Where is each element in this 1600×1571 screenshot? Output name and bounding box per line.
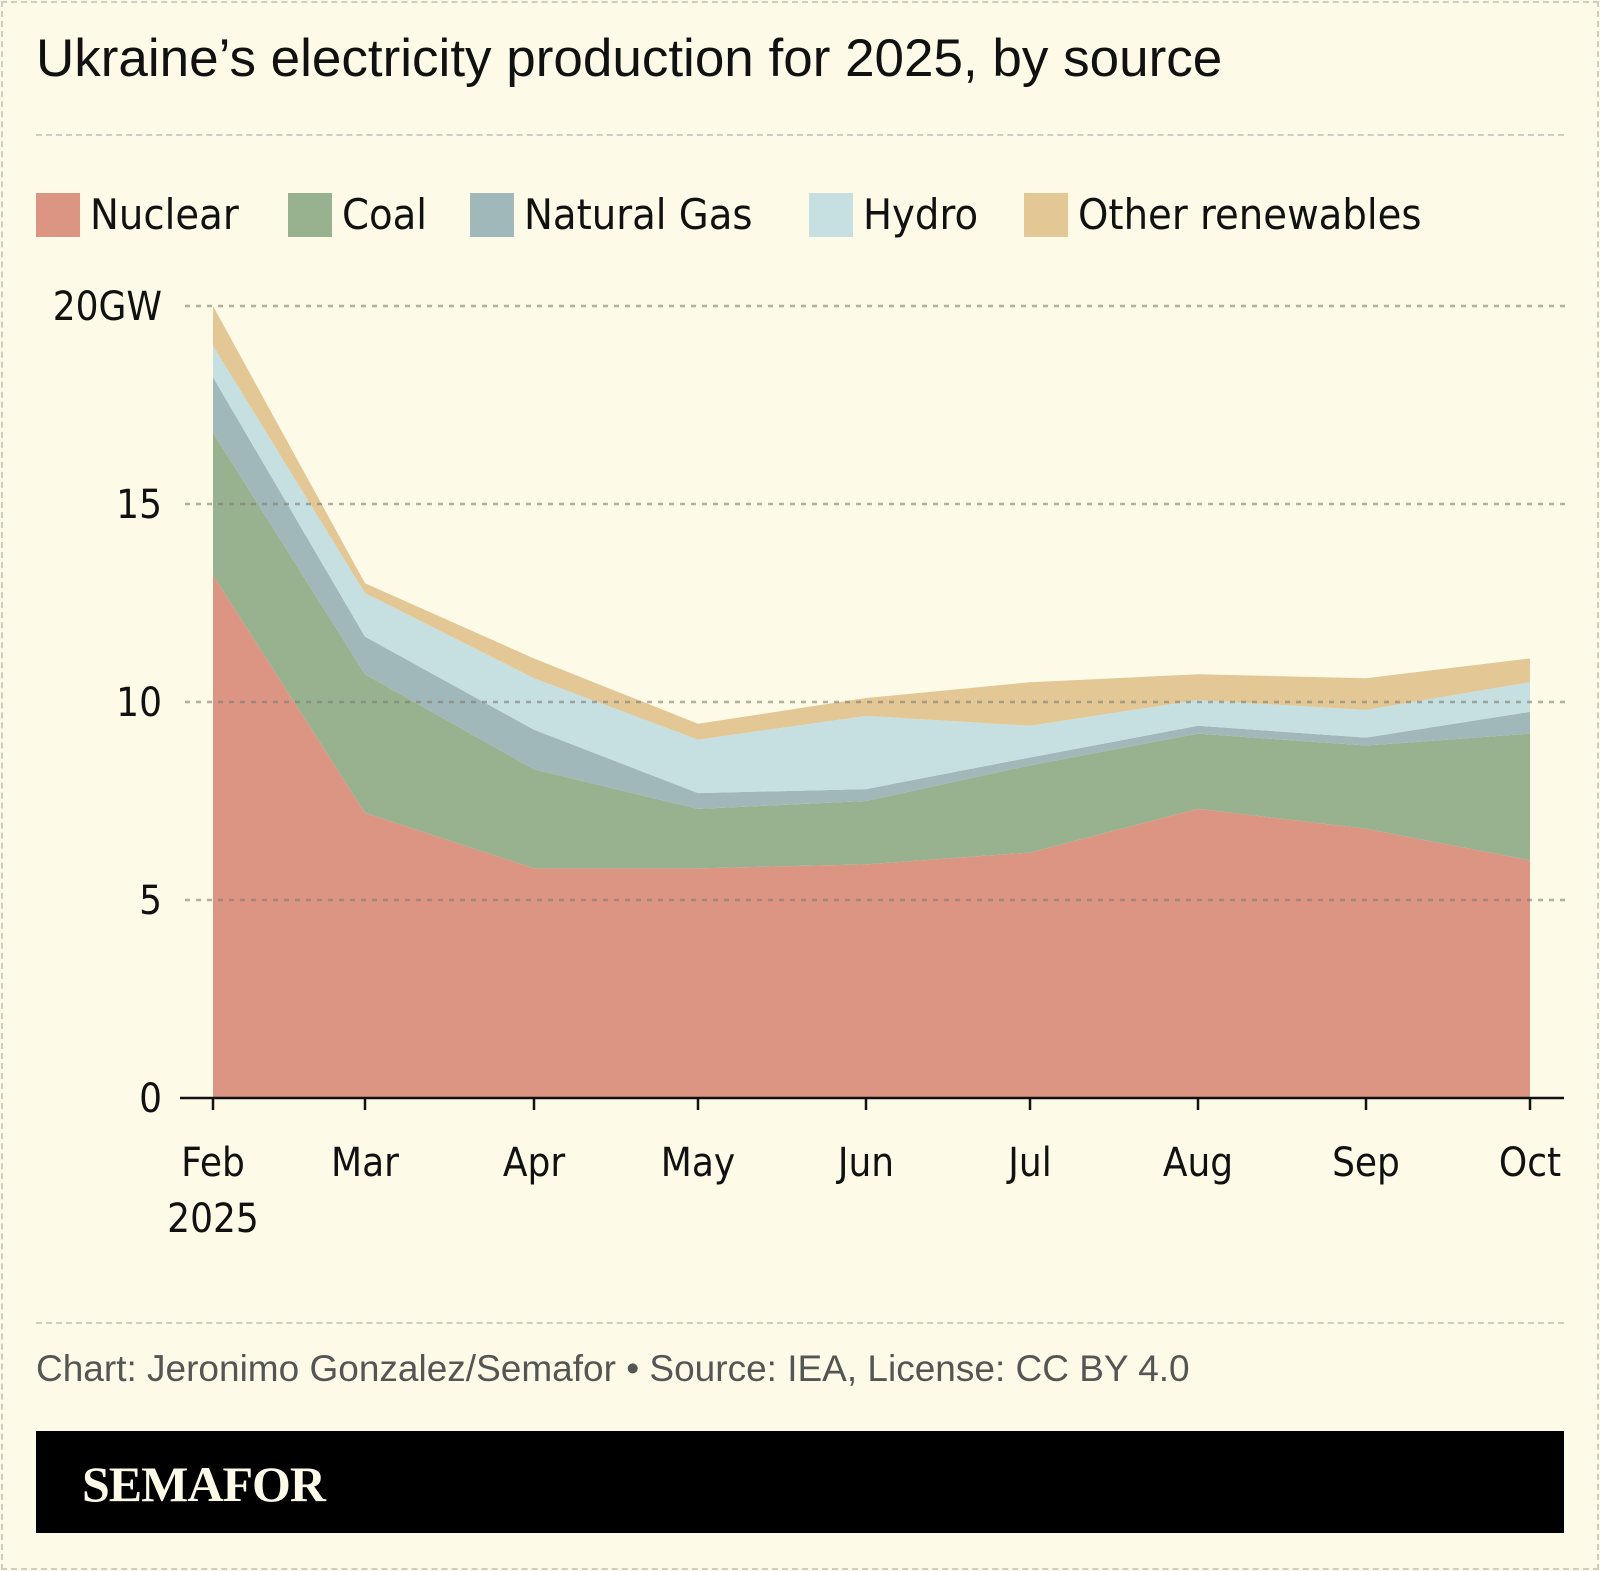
legend-swatch [1023,192,1068,237]
legend-swatch [808,192,853,237]
legend-label: Coal [341,190,427,239]
x-tick-label: May [661,1139,735,1185]
legend-item-coal: Coal [287,190,434,239]
legend-label: Natural Gas [524,190,753,239]
brand-bar: SEMAFOR [36,1431,1564,1533]
x-tick-label: Sep [1332,1139,1400,1185]
legend-label: Other renewables [1077,190,1422,239]
x-tick-label: Oct [1499,1139,1561,1185]
y-tick-label: 10 [116,679,162,725]
area-chart: 0 5 10 15 20GW Feb 2025 Mar Apr May Jun Jul Aug Sep Oc… [53,283,1565,1241]
legend-item-natural-gas: Natural Gas [470,190,772,239]
y-tick-label: 0 [139,1075,162,1121]
bottom-divider [36,1322,1564,1324]
legend: Nuclear Coal Natural Gas Hydro Other ren… [36,190,1487,239]
x-tick-label: Mar [331,1139,399,1185]
legend-swatch [36,192,80,237]
area-coal [213,432,1530,869]
x-tick-label: Apr [503,1139,566,1185]
legend-swatch [287,192,332,237]
x-tick-label: 2025 [167,1195,259,1241]
x-tick-label: Jul [1006,1139,1051,1185]
legend-label: Hydro [862,190,978,239]
legend-label: Nuclear [90,190,239,239]
x-tick-label: Feb [181,1139,245,1185]
y-tick-label: 15 [116,481,162,527]
y-tick-label: 20GW [53,283,162,329]
semafor-logo: SEMAFOR [82,1456,326,1512]
chart-title: Ukraine’s electricity production for 202… [36,29,1223,88]
source-note: Chart: Jeronimo Gonzalez/Semafor • Sourc… [36,1348,1190,1389]
x-tick-label: Jun [836,1139,894,1185]
legend-item-nuclear: Nuclear [36,190,252,239]
x-tick-label: Aug [1163,1139,1233,1185]
legend-swatch [470,192,515,237]
top-divider [36,134,1564,136]
area-nuclear [213,575,1530,1098]
legend-item-other-renewables: Other renewables [1023,190,1451,239]
legend-item-hydro: Hydro [808,190,988,239]
y-tick-label: 5 [139,877,162,923]
area-other-renewables [213,306,1530,740]
